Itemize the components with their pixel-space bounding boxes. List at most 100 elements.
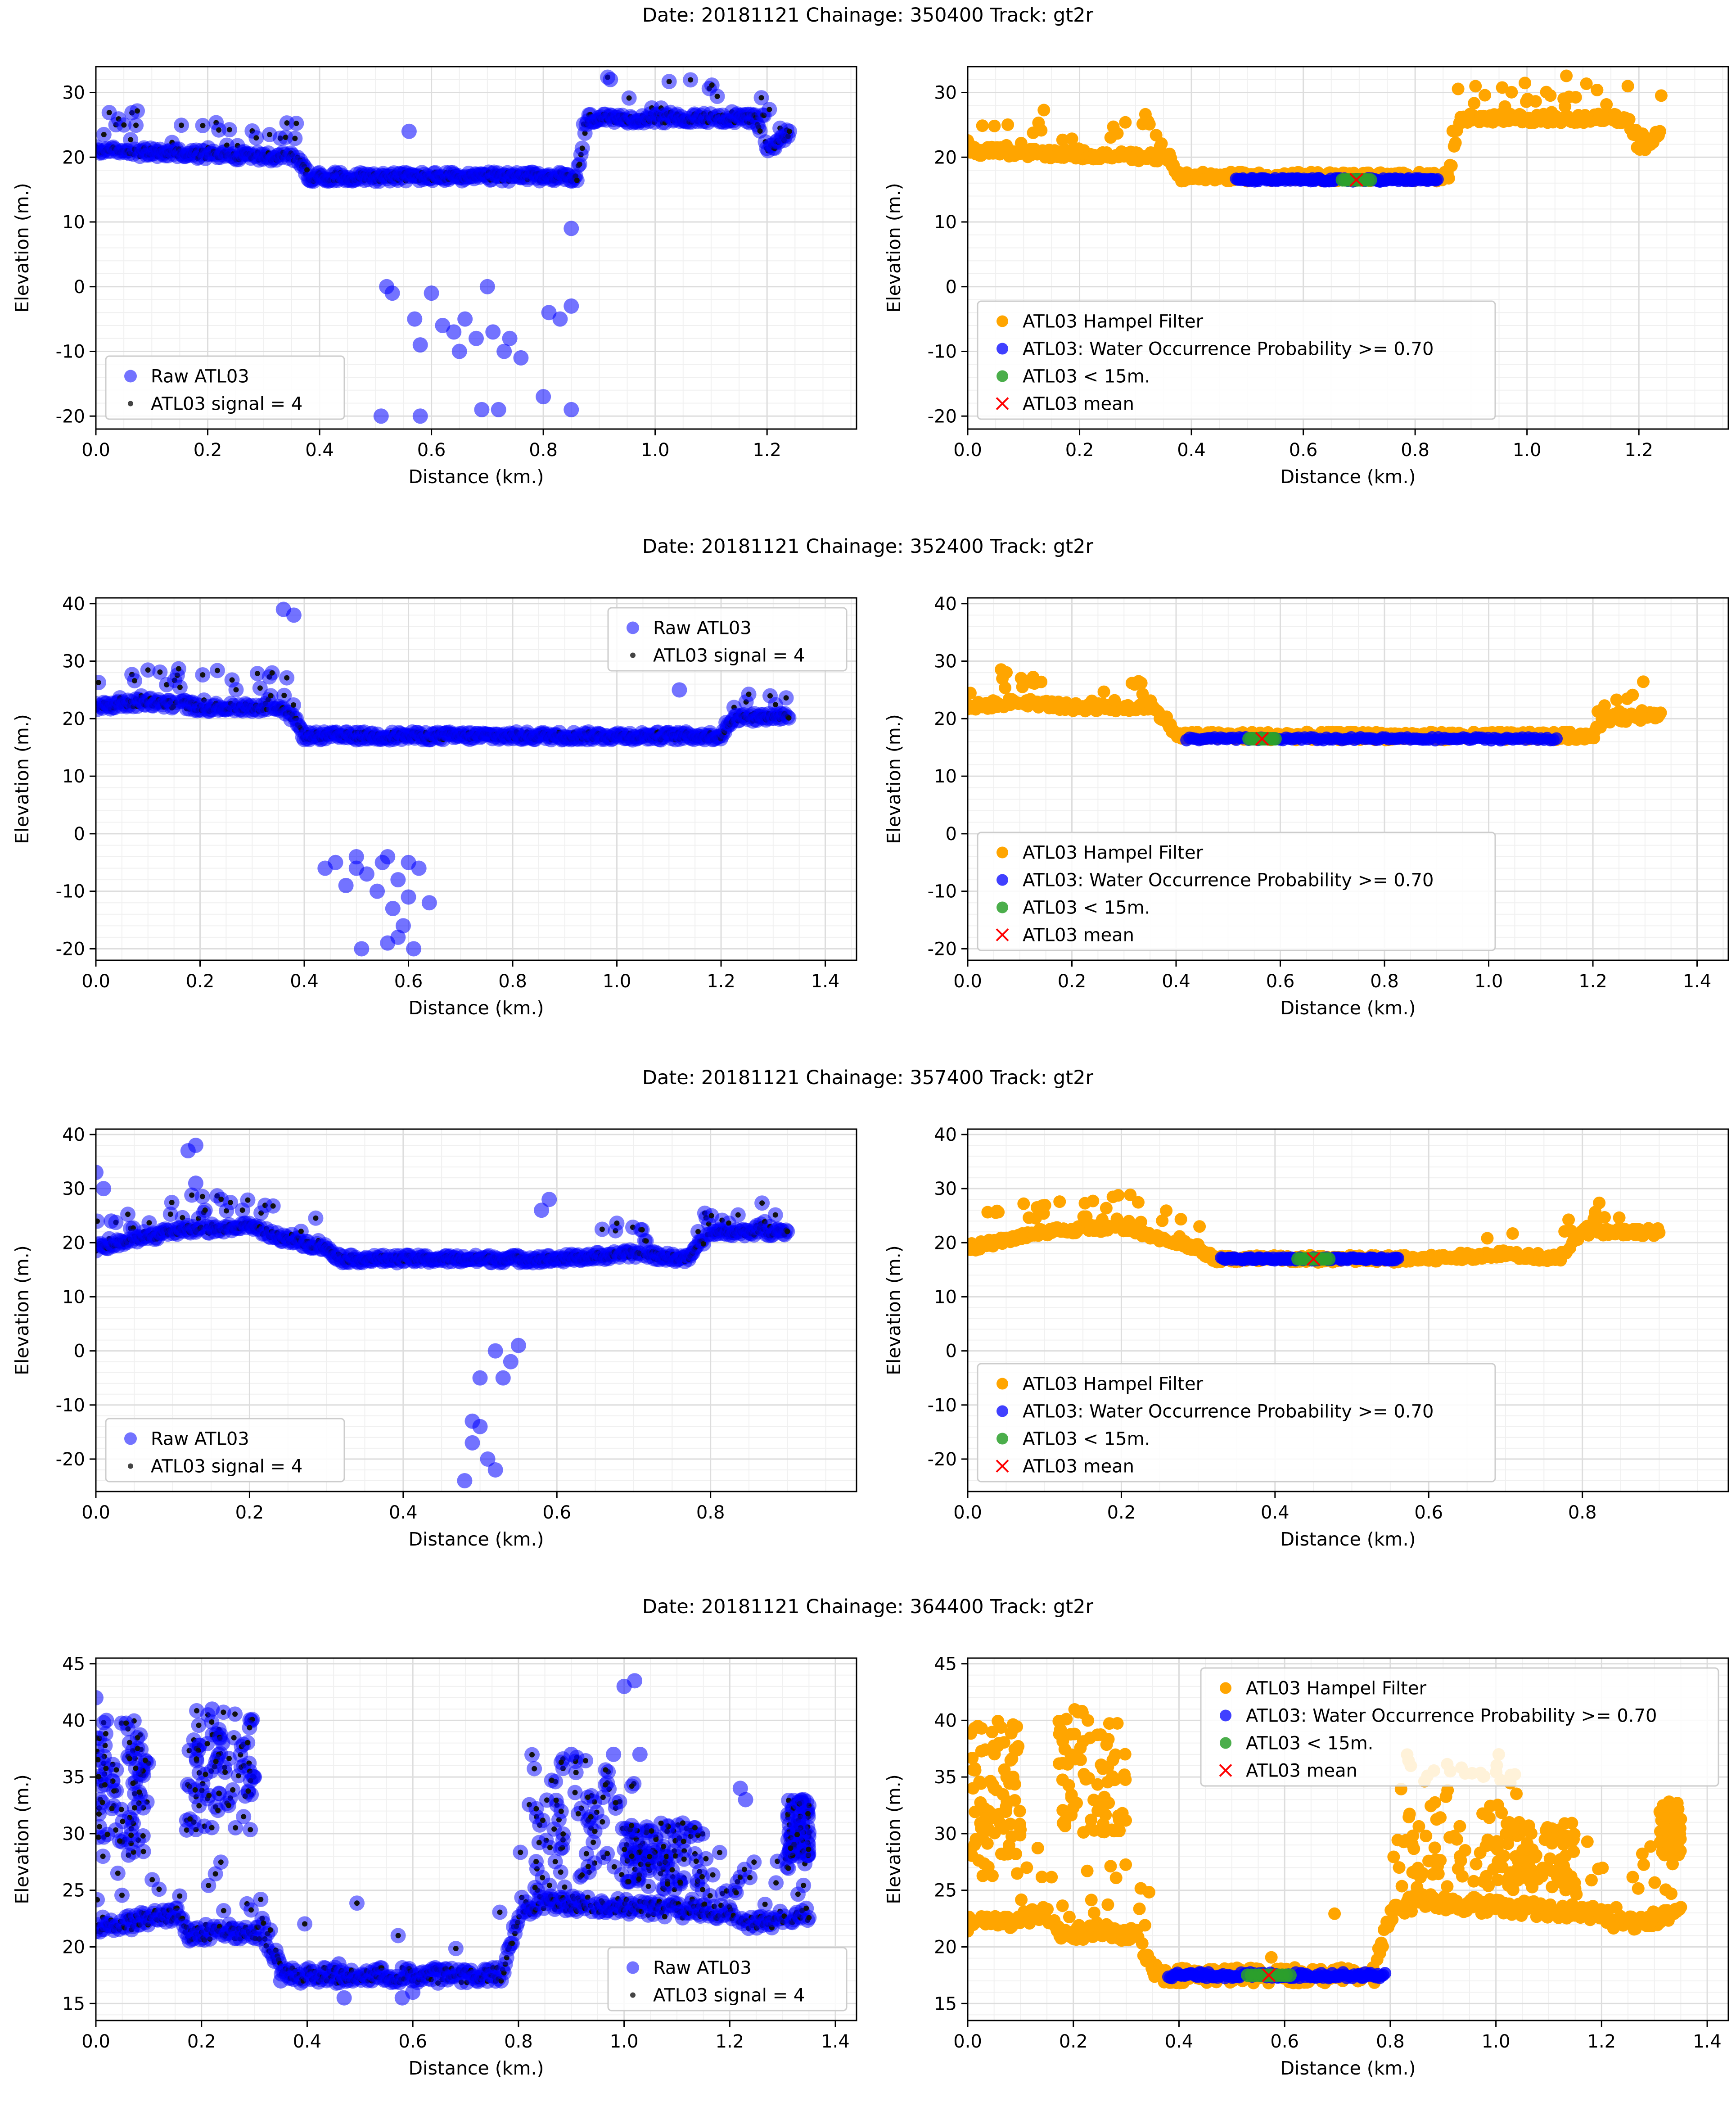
x-tick-label: 0.4	[290, 971, 319, 992]
x-tick-label: 1.4	[811, 971, 840, 992]
hampel-point	[1000, 666, 1013, 679]
row-title: Date: 20181121 Chainage: 357400 Track: g…	[642, 1067, 1094, 1089]
hampel-point	[1469, 80, 1482, 93]
x-tick-label: 1.2	[753, 440, 781, 461]
signal-point	[128, 137, 134, 143]
y-tick-label: 20	[62, 147, 85, 168]
x-tick-label: 1.0	[641, 440, 670, 461]
raw-outlier-point	[380, 849, 396, 864]
signal-point	[145, 667, 151, 673]
raw-outlier-point	[348, 860, 364, 876]
hampel-point	[1637, 675, 1650, 688]
signal-point	[180, 1215, 185, 1221]
lt15-point	[1268, 732, 1282, 746]
signal-point	[245, 1197, 251, 1203]
signal-point	[783, 695, 789, 701]
raw-outlier-point	[435, 318, 451, 333]
x-tick-label: 0.2	[194, 440, 222, 461]
raw-outlier-point	[451, 344, 467, 359]
legend-label-raw: Raw ATL03	[151, 366, 249, 387]
hampel-point	[1035, 675, 1048, 688]
hampel-point	[1442, 172, 1455, 185]
legend-frame	[977, 832, 1496, 951]
raw-outlier-point	[491, 402, 506, 417]
raw-outlier-point	[373, 408, 389, 424]
raw-outlier-point	[390, 872, 406, 888]
legend-marker-water	[997, 874, 1008, 886]
x-tick-label: 1.2	[1624, 440, 1653, 461]
signal-point	[714, 94, 720, 99]
y-tick-label: 30	[62, 651, 85, 672]
signal-point	[298, 1229, 304, 1234]
signal-point	[708, 1213, 714, 1219]
signal-point	[177, 684, 183, 690]
raw-outlier-point	[395, 918, 411, 934]
hampel-point	[1035, 124, 1048, 137]
water-point	[1550, 732, 1563, 745]
signal-point	[179, 122, 185, 128]
y-tick-label: 20	[934, 709, 957, 729]
x-tick-label: 0.4	[1177, 440, 1206, 461]
row-title: Date: 20181121 Chainage: 350400 Track: g…	[642, 4, 1094, 27]
legend-label-mean: ATL03 mean	[1023, 394, 1134, 415]
legend-label-signal: ATL03 signal = 4	[653, 646, 805, 666]
y-tick-label: 20	[62, 709, 85, 729]
raw-outlier-point	[354, 941, 370, 957]
legend-label-lt15: ATL03 < 15m.	[1023, 366, 1150, 387]
y-axis-label: Elevation (m.)	[883, 183, 905, 312]
hampel-point	[988, 119, 1001, 132]
hampel-point	[1155, 137, 1168, 150]
signal-point	[169, 1200, 175, 1206]
raw-outlier-point	[485, 324, 501, 340]
signal-point	[757, 128, 763, 134]
signal-point	[726, 1220, 732, 1226]
x-tick-label: 0.6	[1289, 440, 1318, 461]
hampel-point	[1600, 98, 1613, 111]
y-tick-label: 10	[62, 212, 85, 233]
signal-point	[786, 128, 792, 134]
signal-point	[284, 120, 290, 126]
raw-outlier-point	[412, 408, 428, 424]
legend-marker-mean	[996, 928, 1009, 941]
signal-point	[281, 692, 287, 698]
raw-outlier-point	[421, 895, 437, 911]
hampel-point	[1097, 685, 1110, 698]
raw-outlier-point	[469, 330, 484, 346]
signal-point	[229, 677, 235, 683]
y-axis-label: Elevation (m.)	[11, 714, 33, 844]
raw-outlier-point	[479, 279, 495, 294]
axes-frame	[967, 66, 1729, 430]
raw-outlier-point	[401, 123, 417, 139]
signal-point	[772, 1212, 778, 1218]
signal-point	[216, 127, 222, 133]
signal-point	[270, 1203, 276, 1209]
signal-point	[96, 1218, 100, 1224]
signal-point	[574, 177, 580, 183]
legend-label-lt15: ATL03 < 15m.	[1023, 898, 1150, 918]
raw-outlier-point	[401, 889, 416, 905]
y-axis-label: Elevation (m.)	[883, 714, 905, 844]
x-tick-label: 0.2	[186, 971, 215, 992]
signal-point	[579, 145, 585, 151]
signal-point	[266, 131, 272, 137]
legend-marker-lt15	[997, 901, 1008, 913]
signal-point	[293, 121, 299, 127]
legend-label-mean: ATL03 mean	[1023, 925, 1134, 946]
hampel-point	[1056, 133, 1069, 146]
y-tick-label: 40	[934, 594, 957, 615]
hampel-point	[1478, 89, 1491, 102]
raw-outlier-point	[286, 607, 302, 623]
legend-label-water: ATL03: Water Occurrence Probability >= 0…	[1023, 339, 1434, 360]
filtered-panel: 0.0 0.2 0.4 0.6 0.8 1.0 1.2-20-100102030Distan…	[883, 66, 1729, 488]
hampel-point	[976, 119, 989, 132]
x-tick-label: 0.8	[1401, 440, 1429, 461]
legend-marker-signal	[630, 652, 636, 658]
y-tick-label: 30	[62, 83, 85, 104]
signal-point	[257, 685, 263, 691]
raw-outlier-point	[474, 402, 490, 417]
signal-point	[614, 1221, 620, 1226]
legend-label-hampel: ATL03 Hampel Filter	[1023, 312, 1204, 332]
hampel-point	[1452, 82, 1465, 95]
raw-outlier-point	[513, 350, 529, 366]
